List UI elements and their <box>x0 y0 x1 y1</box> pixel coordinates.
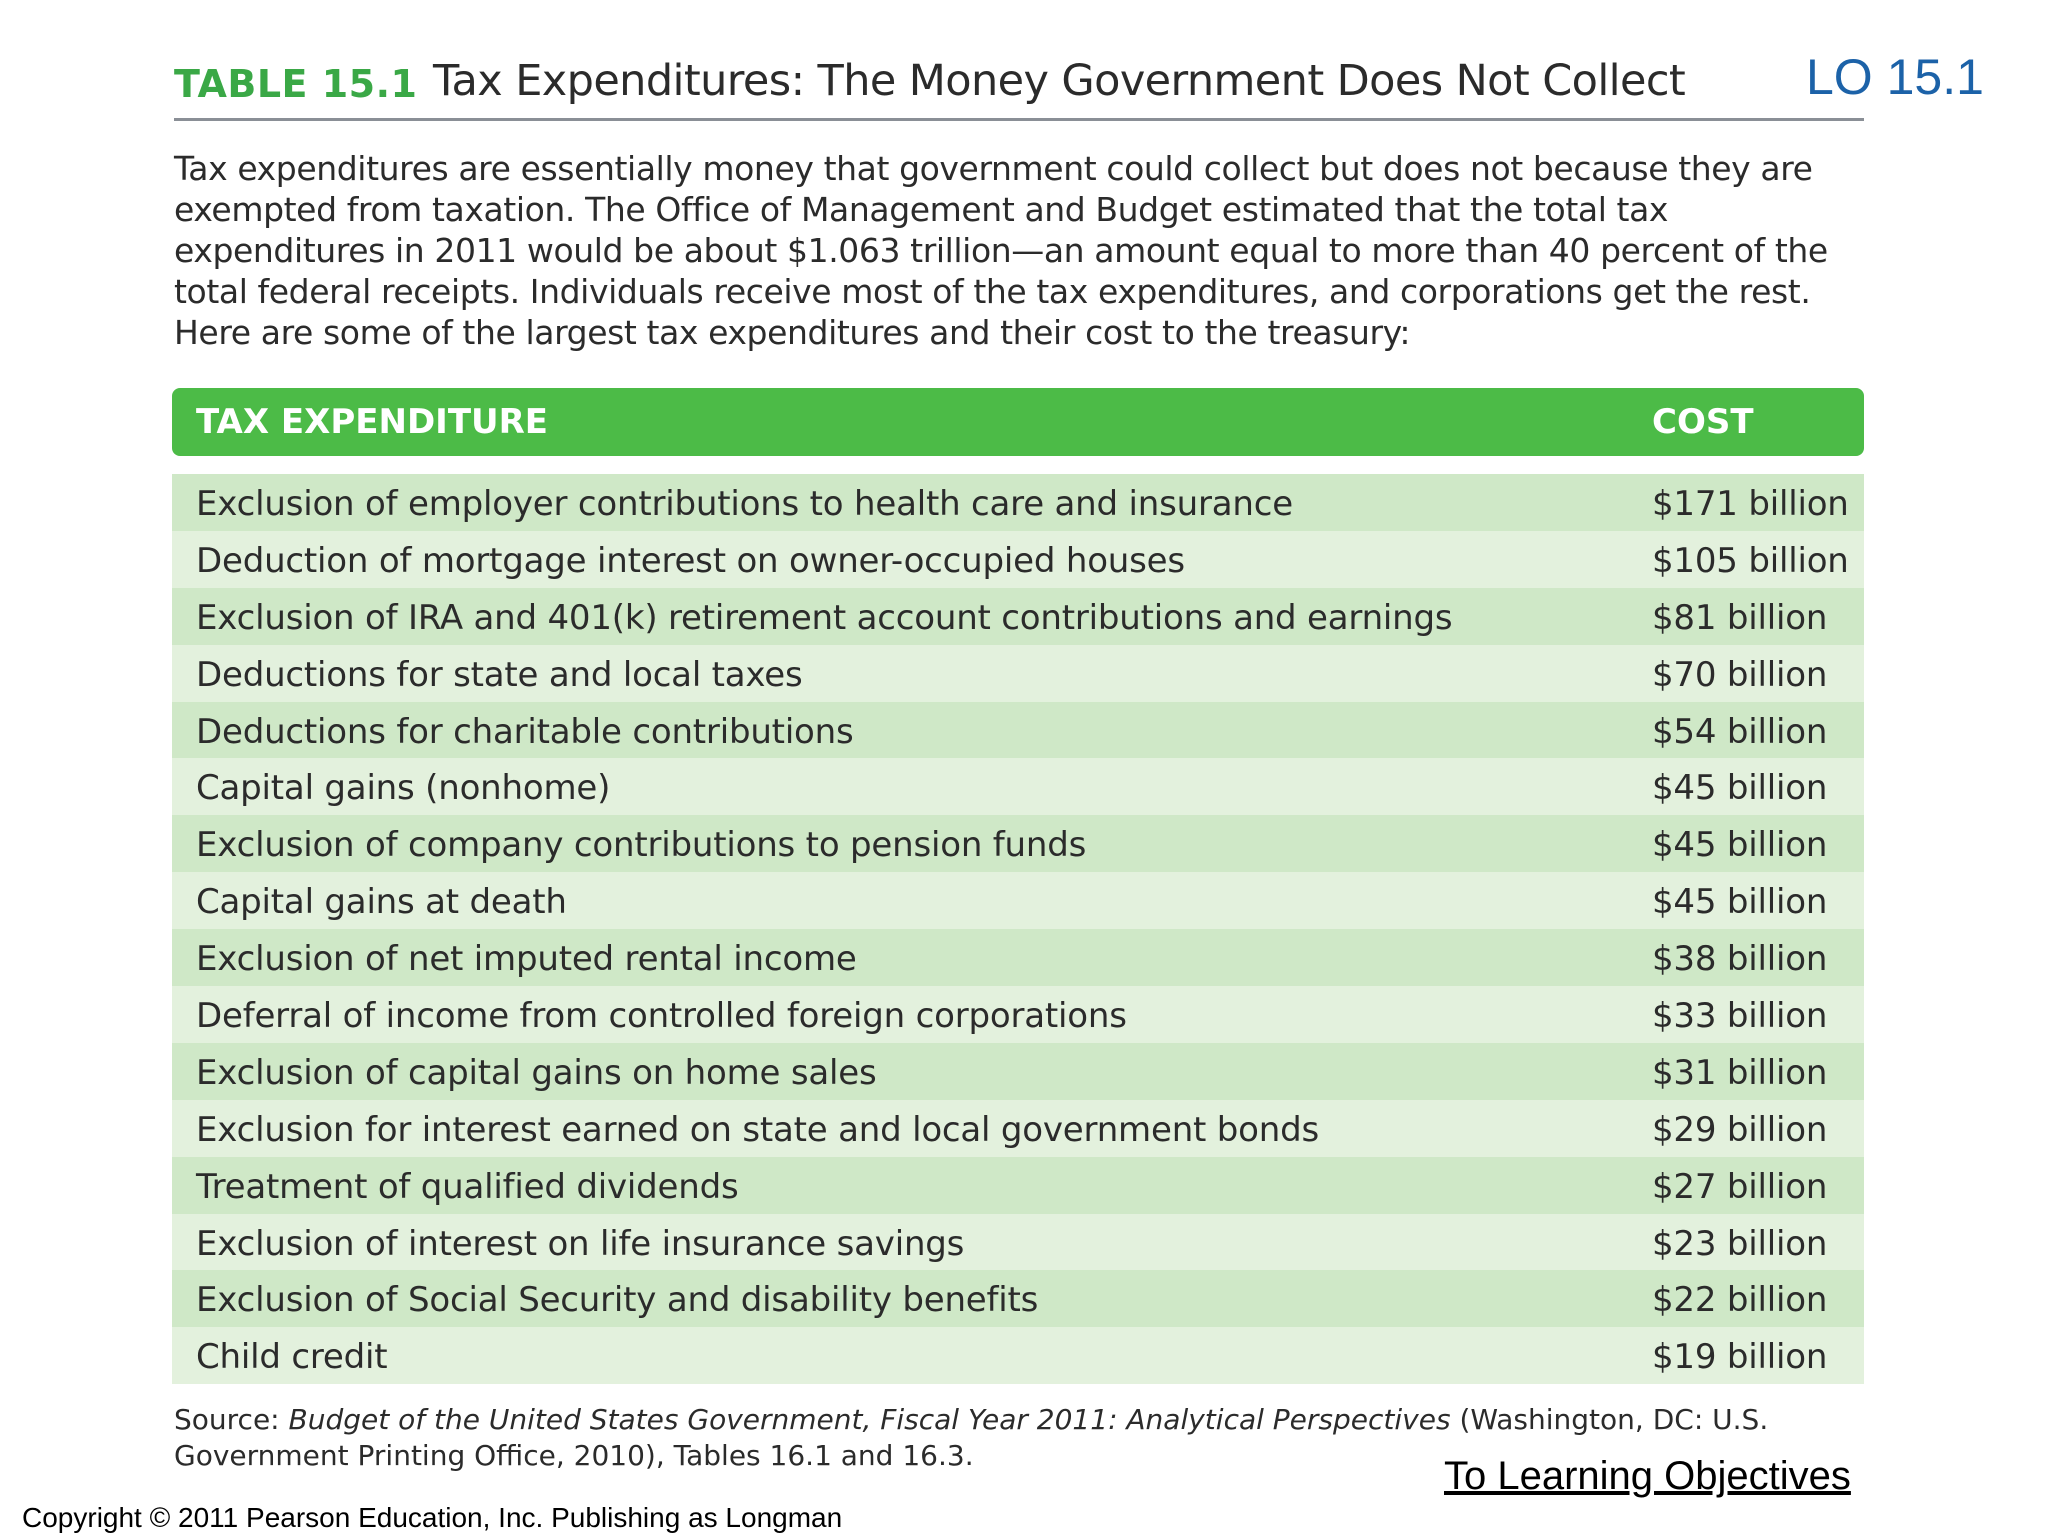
column-header-expenditure: TAX EXPENDITURE <box>196 402 549 442</box>
expenditure-cost: $45 billion <box>1652 768 1828 809</box>
intro-paragraph: Tax expenditures are essentially money t… <box>174 149 1828 352</box>
expenditure-name: Exclusion of net imputed rental income <box>196 939 857 980</box>
expenditure-name: Deferral of income from controlled forei… <box>196 996 1127 1037</box>
learning-objectives-link[interactable]: To Learning Objectives <box>1444 1454 1851 1498</box>
table-row: Child credit $19 billion <box>172 1327 1864 1385</box>
expenditure-cost: $33 billion <box>1652 996 1828 1037</box>
source-note: Source: Budget of the United States Gove… <box>174 1402 1874 1474</box>
expenditure-cost: $29 billion <box>1652 1109 1828 1150</box>
expenditure-cost: $45 billion <box>1652 882 1828 923</box>
expenditure-name: Deductions for charitable contributions <box>196 711 854 752</box>
learning-objective-label: LO 15.1 <box>1806 49 1984 105</box>
table-row: Deferral of income from controlled forei… <box>172 986 1864 1043</box>
source-details: (Washington, DC: U.S. Government Printin… <box>174 1403 1769 1472</box>
expenditure-cost: $19 billion <box>1652 1337 1828 1378</box>
table-row: Exclusion of Social Security and disabil… <box>172 1270 1864 1328</box>
expenditure-name: Child credit <box>196 1337 388 1378</box>
tax-expenditure-table: TAX EXPENDITURE COST Exclusion of employ… <box>172 388 1864 1385</box>
expenditure-name: Deduction of mortgage interest on owner-… <box>196 540 1185 581</box>
expenditure-name: Exclusion of capital gains on home sales <box>196 1052 877 1093</box>
source-prefix: Source: <box>174 1403 289 1436</box>
table-row: Exclusion for interest earned on state a… <box>172 1099 1864 1157</box>
table-row: Capital gains (nonhome) $45 billion <box>172 758 1864 816</box>
copyright-notice: Copyright © 2011 Pearson Education, Inc.… <box>22 1502 843 1533</box>
expenditure-name: Exclusion for interest earned on state a… <box>196 1109 1320 1150</box>
expenditure-cost: $81 billion <box>1652 597 1828 638</box>
expenditure-cost: $38 billion <box>1652 939 1828 980</box>
table-row: Exclusion of net imputed rental income $3… <box>172 929 1864 987</box>
expenditure-cost: $31 billion <box>1652 1052 1828 1093</box>
table-row: Treatment of qualified dividends $27 bill… <box>172 1156 1864 1214</box>
table-row: Deductions for state and local taxes $70 … <box>172 644 1864 702</box>
expenditure-name: Exclusion of company contributions to pe… <box>196 825 1087 866</box>
expenditure-name: Capital gains (nonhome) <box>196 768 611 809</box>
expenditure-name: Exclusion of employer contributions to h… <box>196 484 1293 524</box>
table-row: Exclusion of interest on life insurance … <box>172 1213 1864 1271</box>
table-number-label: TABLE 15.1 <box>174 62 418 106</box>
expenditure-cost: $54 billion <box>1652 711 1828 752</box>
expenditure-cost: $22 billion <box>1652 1280 1828 1321</box>
expenditure-name: Deductions for state and local taxes <box>196 654 803 695</box>
expenditure-name: Exclusion of interest on life insurance … <box>196 1223 965 1264</box>
table-title-row: TABLE 15.1 Tax Expenditures: The Money G… <box>174 52 1864 121</box>
table-row: Capital gains at death $45 billion <box>172 872 1864 930</box>
column-header-cost: COST <box>1652 402 1754 442</box>
expenditure-cost: $27 billion <box>1652 1166 1828 1207</box>
table-body: Exclusion of employer contributions to h… <box>172 474 1864 1385</box>
expenditure-cost: $45 billion <box>1652 825 1828 866</box>
expenditure-name: Exclusion of IRA and 401(k) retirement a… <box>196 597 1453 638</box>
table-row: Exclusion of IRA and 401(k) retirement a… <box>172 587 1864 645</box>
table-header: TAX EXPENDITURE COST <box>172 388 1864 456</box>
table-row: Exclusion of company contributions to pe… <box>172 815 1864 873</box>
table-row: Exclusion of employer contributions to h… <box>172 474 1864 531</box>
expenditure-name: Treatment of qualified dividends <box>196 1166 739 1207</box>
expenditure-cost: $171 billion <box>1652 484 1849 524</box>
expenditure-cost: $105 billion <box>1652 540 1849 581</box>
expenditure-name: Exclusion of Social Security and disabil… <box>196 1280 1039 1321</box>
expenditure-name: Capital gains at death <box>196 882 567 923</box>
table-row: Exclusion of capital gains on home sales… <box>172 1042 1864 1100</box>
table-row: Deductions for charitable contributions $… <box>172 701 1864 759</box>
table-title: Tax Expenditures: The Money Government D… <box>433 56 1686 106</box>
source-title: Budget of the United States Government, … <box>288 1403 1451 1436</box>
table-row: Deduction of mortgage interest on owner-… <box>172 530 1864 588</box>
expenditure-cost: $70 billion <box>1652 654 1828 695</box>
expenditure-cost: $23 billion <box>1652 1223 1828 1264</box>
